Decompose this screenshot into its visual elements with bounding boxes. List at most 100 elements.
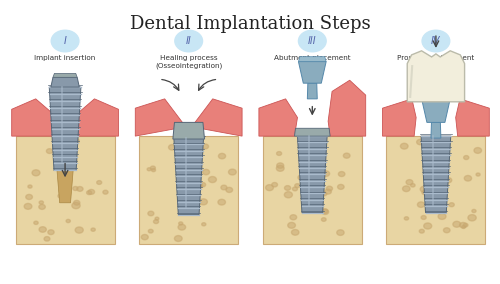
Ellipse shape — [338, 184, 344, 189]
Ellipse shape — [272, 183, 278, 187]
Ellipse shape — [148, 229, 153, 233]
Polygon shape — [328, 80, 366, 136]
Ellipse shape — [193, 168, 200, 174]
Ellipse shape — [178, 186, 184, 191]
Ellipse shape — [292, 187, 298, 191]
Ellipse shape — [424, 223, 432, 229]
Polygon shape — [12, 99, 55, 136]
Ellipse shape — [325, 189, 332, 194]
Polygon shape — [456, 99, 490, 136]
Ellipse shape — [39, 201, 44, 204]
Ellipse shape — [39, 227, 46, 232]
Ellipse shape — [218, 153, 226, 159]
Ellipse shape — [148, 211, 154, 216]
Ellipse shape — [322, 209, 328, 214]
Ellipse shape — [77, 187, 83, 191]
Ellipse shape — [460, 222, 466, 228]
Ellipse shape — [46, 149, 52, 153]
Ellipse shape — [441, 138, 448, 144]
Ellipse shape — [44, 237, 50, 241]
Ellipse shape — [422, 30, 450, 52]
Ellipse shape — [416, 139, 424, 145]
Text: Abutment placement: Abutment placement — [274, 55, 350, 61]
Ellipse shape — [142, 235, 148, 240]
Ellipse shape — [422, 190, 428, 195]
Ellipse shape — [344, 153, 350, 158]
Ellipse shape — [32, 170, 40, 176]
Polygon shape — [136, 99, 186, 136]
Ellipse shape — [226, 187, 232, 193]
Ellipse shape — [200, 183, 205, 187]
Ellipse shape — [445, 178, 452, 183]
Ellipse shape — [228, 169, 236, 175]
Polygon shape — [421, 136, 450, 213]
Ellipse shape — [317, 165, 324, 170]
Ellipse shape — [302, 139, 306, 143]
Ellipse shape — [421, 216, 426, 220]
Ellipse shape — [294, 184, 300, 188]
Ellipse shape — [88, 189, 94, 194]
Ellipse shape — [312, 158, 320, 164]
Ellipse shape — [198, 151, 203, 154]
Text: III: III — [308, 36, 316, 46]
Ellipse shape — [208, 176, 216, 183]
Ellipse shape — [188, 166, 192, 169]
Ellipse shape — [59, 183, 65, 187]
Polygon shape — [298, 57, 326, 62]
Ellipse shape — [326, 186, 332, 191]
Ellipse shape — [400, 143, 408, 149]
Polygon shape — [54, 136, 76, 203]
Ellipse shape — [338, 172, 345, 177]
Ellipse shape — [64, 158, 70, 162]
Ellipse shape — [51, 30, 79, 52]
Ellipse shape — [298, 175, 305, 180]
Polygon shape — [173, 122, 204, 139]
Ellipse shape — [24, 203, 32, 209]
Text: II: II — [186, 36, 192, 46]
Ellipse shape — [174, 235, 182, 241]
Ellipse shape — [322, 218, 326, 221]
Ellipse shape — [472, 209, 476, 213]
Ellipse shape — [58, 194, 63, 198]
Polygon shape — [16, 136, 114, 244]
Ellipse shape — [284, 192, 292, 198]
Ellipse shape — [438, 213, 446, 220]
Ellipse shape — [202, 144, 208, 149]
Ellipse shape — [276, 163, 284, 168]
Ellipse shape — [152, 168, 156, 172]
Ellipse shape — [28, 185, 32, 188]
Ellipse shape — [464, 223, 468, 227]
Ellipse shape — [464, 176, 471, 181]
Ellipse shape — [72, 138, 80, 144]
Ellipse shape — [66, 196, 70, 199]
Ellipse shape — [178, 224, 186, 230]
Polygon shape — [382, 99, 416, 136]
Ellipse shape — [202, 169, 209, 175]
Ellipse shape — [418, 202, 424, 207]
Polygon shape — [407, 51, 465, 102]
Ellipse shape — [308, 174, 313, 178]
Ellipse shape — [66, 219, 70, 223]
Polygon shape — [50, 87, 81, 170]
Ellipse shape — [178, 222, 183, 225]
Ellipse shape — [154, 220, 158, 224]
Ellipse shape — [474, 148, 482, 153]
Polygon shape — [174, 138, 204, 214]
Ellipse shape — [420, 229, 424, 233]
Ellipse shape — [337, 230, 344, 235]
Ellipse shape — [34, 221, 38, 224]
Ellipse shape — [91, 228, 96, 231]
Polygon shape — [422, 96, 450, 101]
Ellipse shape — [150, 166, 156, 170]
Text: IV: IV — [431, 36, 440, 46]
Polygon shape — [263, 136, 362, 244]
Ellipse shape — [74, 200, 80, 205]
Polygon shape — [75, 99, 118, 136]
Ellipse shape — [442, 182, 448, 186]
Polygon shape — [139, 136, 238, 244]
Ellipse shape — [432, 175, 438, 179]
Ellipse shape — [298, 30, 326, 52]
Ellipse shape — [322, 192, 327, 196]
Ellipse shape — [175, 30, 203, 52]
Ellipse shape — [180, 209, 184, 212]
